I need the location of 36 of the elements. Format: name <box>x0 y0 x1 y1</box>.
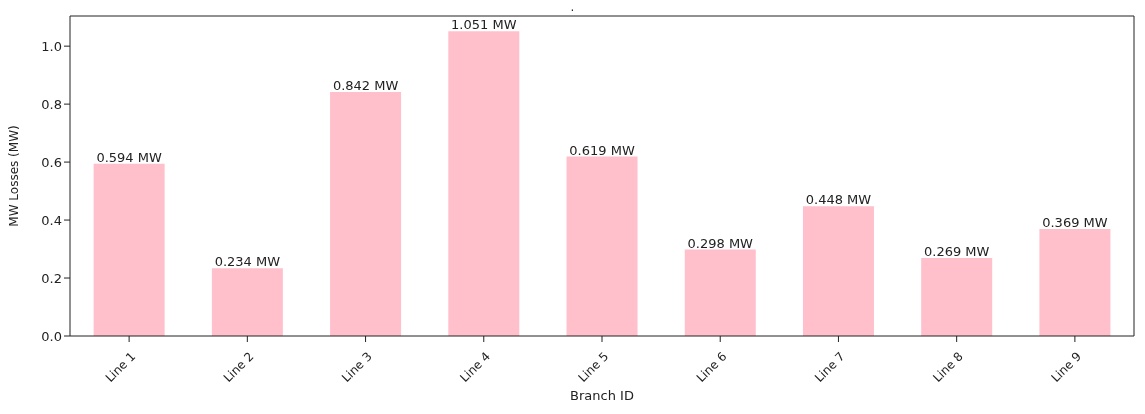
bar <box>211 268 283 336</box>
x-axis-title: Branch ID <box>570 388 634 403</box>
x-tick-label: Line 9 <box>1048 349 1085 385</box>
bar <box>684 249 756 336</box>
x-tick-label: Line 8 <box>930 349 966 385</box>
data-label: 0.269 MW <box>923 244 990 260</box>
y-tick-label: 0.2 <box>41 270 62 286</box>
bar <box>330 91 402 336</box>
x-tick-label: Line 3 <box>339 349 375 385</box>
bar <box>448 31 520 336</box>
x-tick-label: Line 4 <box>457 349 493 385</box>
data-label: 0.234 MW <box>214 254 281 270</box>
y-tick-label: 1.0 <box>41 38 62 54</box>
data-label: 0.369 MW <box>1042 215 1108 231</box>
chart-title: . <box>569 0 576 14</box>
data-label: 0.298 MW <box>687 235 754 251</box>
y-tick-label: 0.6 <box>41 154 62 170</box>
x-tick-label: Line 7 <box>811 349 848 385</box>
bar <box>93 163 165 336</box>
bar <box>802 206 874 336</box>
data-label: 0.594 MW <box>96 149 162 165</box>
bar <box>1039 229 1111 336</box>
y-axis-title: MW Losses (MW) <box>7 125 22 227</box>
y-tick-label: 0.4 <box>41 212 62 228</box>
data-label: 0.448 MW <box>805 192 872 208</box>
bar <box>566 156 638 336</box>
data-label: 1.051 MW <box>451 17 517 33</box>
data-label: 0.619 MW <box>569 142 635 158</box>
x-tick-label: Line 6 <box>693 349 730 385</box>
y-tick-label: 0.8 <box>41 96 62 112</box>
data-label: 0.842 MW <box>332 77 399 93</box>
x-tick-label: Line 2 <box>220 349 257 385</box>
y-tick-label: 0.0 <box>41 328 62 344</box>
x-tick-label: Line 1 <box>102 349 139 385</box>
bar <box>921 258 993 336</box>
x-tick-label: Line 5 <box>575 349 612 385</box>
